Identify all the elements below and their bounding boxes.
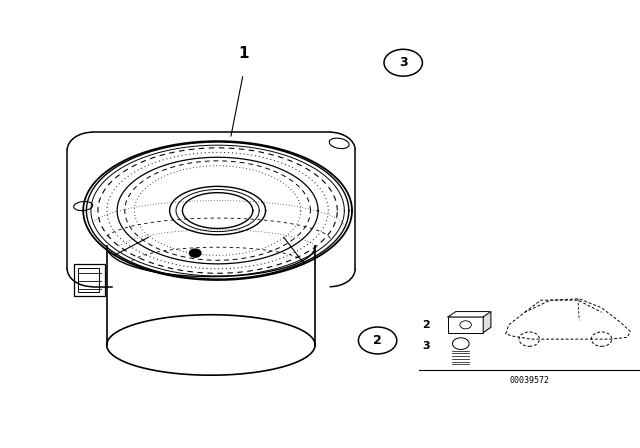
- Text: 2: 2: [373, 334, 382, 347]
- Bar: [74, 264, 105, 296]
- Polygon shape: [483, 312, 491, 332]
- Text: 3: 3: [422, 341, 430, 351]
- Bar: [78, 268, 99, 292]
- Text: 3: 3: [399, 56, 408, 69]
- Bar: [448, 317, 483, 332]
- Text: 2: 2: [422, 320, 430, 330]
- Text: 00039572: 00039572: [509, 376, 550, 385]
- Polygon shape: [448, 312, 491, 317]
- Circle shape: [189, 249, 201, 257]
- Text: 1: 1: [238, 46, 248, 61]
